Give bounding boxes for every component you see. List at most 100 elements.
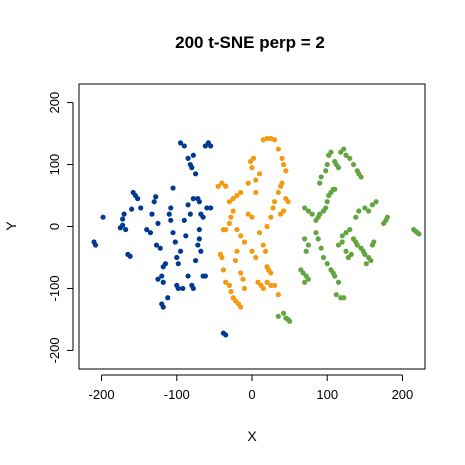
data-point <box>302 205 308 211</box>
series-2 <box>215 135 291 310</box>
data-point <box>223 332 229 338</box>
data-point <box>241 285 248 292</box>
data-point <box>190 196 196 202</box>
data-point <box>202 273 208 279</box>
data-point <box>198 248 204 254</box>
data-point <box>234 192 240 199</box>
data-point <box>354 242 360 248</box>
data-point <box>373 199 379 205</box>
data-point <box>215 183 221 189</box>
data-point <box>275 292 281 298</box>
data-point <box>347 155 353 161</box>
data-point <box>190 285 196 292</box>
data-point <box>250 155 257 161</box>
data-point <box>228 288 234 295</box>
x-axis-label: X <box>247 428 257 444</box>
data-point <box>208 143 214 149</box>
data-point <box>245 180 251 186</box>
y-axis: -200 -100 0 100 200 <box>47 92 74 363</box>
data-point <box>323 168 329 174</box>
data-point <box>155 220 161 227</box>
data-point <box>317 211 323 217</box>
data-point <box>279 155 285 161</box>
data-point <box>100 214 106 220</box>
data-point <box>253 189 259 196</box>
data-point <box>320 254 327 261</box>
data-point <box>270 205 276 211</box>
data-point <box>332 273 338 279</box>
data-point <box>356 208 362 214</box>
data-point <box>157 245 163 251</box>
data-point <box>271 282 278 288</box>
data-point <box>238 233 244 239</box>
data-point <box>230 208 236 214</box>
data-point <box>287 318 293 324</box>
data-point <box>147 230 154 236</box>
data-point <box>160 279 166 285</box>
data-point <box>343 152 349 158</box>
data-point <box>339 239 345 245</box>
data-point <box>153 194 159 200</box>
data-point <box>245 211 251 217</box>
data-point <box>149 211 155 217</box>
data-point <box>305 208 312 214</box>
data-point <box>305 242 312 248</box>
data-point <box>168 217 174 223</box>
data-point <box>180 285 186 292</box>
x-tick-label: 200 <box>392 387 414 402</box>
data-point <box>185 273 191 279</box>
y-axis-label: Y <box>3 221 19 231</box>
data-point <box>253 254 259 261</box>
data-point <box>196 226 202 233</box>
data-point <box>120 216 126 222</box>
data-point <box>348 251 354 257</box>
data-point <box>363 261 369 267</box>
data-point <box>256 230 263 236</box>
data-point <box>196 236 202 242</box>
data-point <box>309 211 315 217</box>
data-point <box>226 199 233 205</box>
data-point <box>358 174 364 180</box>
y-tick-label: 200 <box>47 92 62 114</box>
data-point <box>275 313 281 319</box>
data-point <box>264 135 270 142</box>
data-point <box>144 226 150 233</box>
data-point <box>168 205 174 211</box>
data-point <box>241 239 248 245</box>
data-point <box>271 199 278 205</box>
data-point <box>368 257 374 264</box>
y-tick-label: -100 <box>47 275 62 301</box>
y-tick-label: 0 <box>47 223 62 230</box>
x-axis: -200 -100 0 100 200 <box>89 374 414 402</box>
data-point <box>226 282 233 288</box>
data-point <box>323 205 329 211</box>
data-point <box>332 186 338 192</box>
data-point <box>249 248 255 254</box>
data-point <box>208 205 214 211</box>
data-point <box>335 165 342 171</box>
plot-frame <box>78 83 426 370</box>
series-3 <box>275 146 422 324</box>
data-point <box>369 202 375 208</box>
data-point <box>343 230 349 236</box>
data-point <box>185 202 191 208</box>
data-point <box>328 149 334 155</box>
data-point <box>172 239 178 245</box>
data-point <box>181 143 187 149</box>
y-tick-label: 100 <box>47 154 62 176</box>
data-point <box>302 236 308 242</box>
data-point <box>226 220 233 227</box>
data-points <box>91 135 422 338</box>
data-point <box>127 253 133 259</box>
data-point <box>341 146 347 152</box>
data-point <box>238 304 244 310</box>
data-point <box>121 211 127 217</box>
data-point <box>416 231 422 237</box>
data-point <box>159 273 165 279</box>
data-point <box>280 161 287 168</box>
data-point <box>232 257 239 264</box>
data-point <box>187 211 193 217</box>
data-point <box>196 199 202 205</box>
data-point <box>123 226 129 233</box>
